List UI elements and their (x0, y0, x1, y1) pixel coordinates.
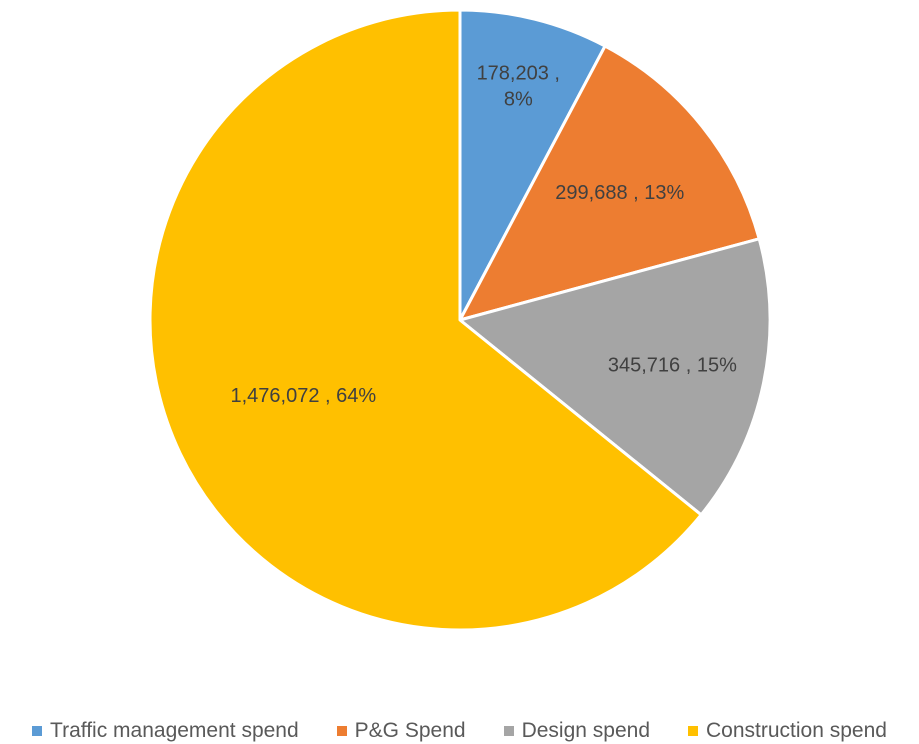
pie-chart: 178,203 , 8% 299,688 , 13% 345,716 , 15% 1,4… (148, 8, 772, 632)
legend-label: P&G Spend (354, 719, 466, 742)
legend-item-p-g-spend: P&G Spend (336, 719, 466, 743)
legend: Traffic management spend P&G Spend Design … (0, 718, 919, 744)
legend-item-design-spend: Design spend (503, 719, 650, 743)
data-label-traffic-management-spend: 178,203 , 8% (477, 62, 560, 110)
pie-slice-construction-spend (148, 8, 703, 632)
legend-item-construction-spend: Construction spend (688, 719, 887, 743)
pie-slice-traffic-management-spend (458, 8, 607, 322)
legend-swatch (336, 726, 347, 736)
data-label-p-g-spend: 299,688 , 13% (555, 182, 684, 204)
legend-label: Traffic management spend (50, 719, 299, 742)
pie-slice-p-g-spend (458, 44, 761, 322)
data-label-construction-spend: 1,476,072 , 64% (231, 385, 377, 407)
data-label-design-spend: 345,716 , 15% (608, 355, 737, 377)
pie-slices (148, 8, 772, 632)
legend-label: Design spend (521, 719, 650, 742)
pie-slice-design-spend (458, 237, 772, 517)
pie-data-labels: 178,203 , 8% 299,688 , 13% 345,716 , 15% 1,4… (231, 62, 738, 407)
legend-item-traffic-management-spend: Traffic management spend (32, 719, 299, 743)
legend-label: Construction spend (706, 719, 887, 742)
legend-swatch (32, 726, 43, 736)
legend-swatch (503, 726, 514, 736)
legend-swatch (688, 726, 698, 736)
